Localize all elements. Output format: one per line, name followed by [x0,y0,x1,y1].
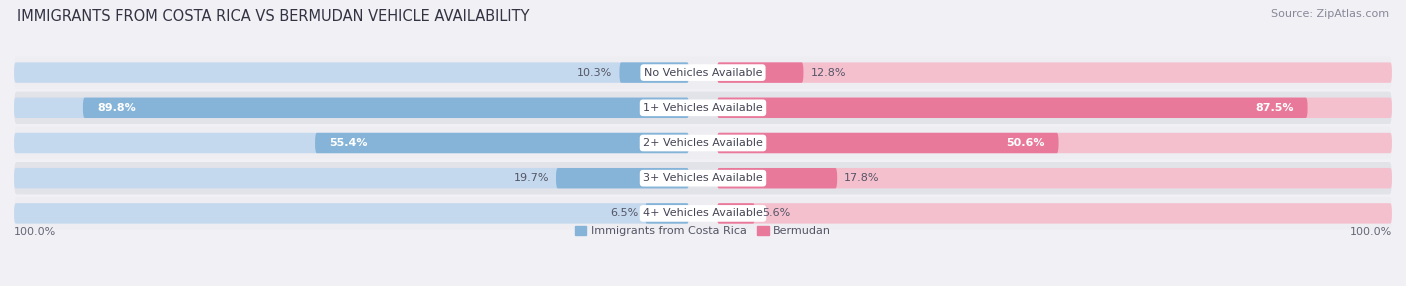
FancyBboxPatch shape [717,133,1059,153]
FancyBboxPatch shape [717,133,1392,153]
FancyBboxPatch shape [717,203,1392,224]
FancyBboxPatch shape [620,62,689,83]
Text: 55.4%: 55.4% [329,138,367,148]
FancyBboxPatch shape [14,203,689,224]
Text: 4+ Vehicles Available: 4+ Vehicles Available [643,208,763,219]
FancyBboxPatch shape [717,98,1308,118]
Text: 100.0%: 100.0% [1350,227,1392,237]
Legend: Immigrants from Costa Rica, Bermudan: Immigrants from Costa Rica, Bermudan [575,226,831,236]
FancyBboxPatch shape [717,168,837,188]
FancyBboxPatch shape [717,203,755,224]
FancyBboxPatch shape [14,197,1392,230]
FancyBboxPatch shape [717,98,1392,118]
Text: 17.8%: 17.8% [844,173,880,183]
FancyBboxPatch shape [14,92,1392,124]
FancyBboxPatch shape [717,62,1392,83]
FancyBboxPatch shape [14,98,689,118]
Text: 3+ Vehicles Available: 3+ Vehicles Available [643,173,763,183]
Text: No Vehicles Available: No Vehicles Available [644,67,762,78]
Text: 6.5%: 6.5% [610,208,638,219]
FancyBboxPatch shape [555,168,689,188]
Text: 2+ Vehicles Available: 2+ Vehicles Available [643,138,763,148]
Text: 5.6%: 5.6% [762,208,790,219]
Text: 87.5%: 87.5% [1256,103,1294,113]
Text: 12.8%: 12.8% [810,67,846,78]
FancyBboxPatch shape [315,133,689,153]
FancyBboxPatch shape [645,203,689,224]
FancyBboxPatch shape [14,56,1392,89]
Text: 89.8%: 89.8% [97,103,136,113]
FancyBboxPatch shape [14,62,689,83]
FancyBboxPatch shape [14,162,1392,194]
Text: 1+ Vehicles Available: 1+ Vehicles Available [643,103,763,113]
FancyBboxPatch shape [717,62,803,83]
Text: 100.0%: 100.0% [14,227,56,237]
FancyBboxPatch shape [14,133,689,153]
FancyBboxPatch shape [14,127,1392,159]
FancyBboxPatch shape [14,168,689,188]
FancyBboxPatch shape [717,168,1392,188]
Text: IMMIGRANTS FROM COSTA RICA VS BERMUDAN VEHICLE AVAILABILITY: IMMIGRANTS FROM COSTA RICA VS BERMUDAN V… [17,9,530,23]
FancyBboxPatch shape [83,98,689,118]
Text: Source: ZipAtlas.com: Source: ZipAtlas.com [1271,9,1389,19]
Text: 19.7%: 19.7% [513,173,548,183]
Text: 50.6%: 50.6% [1005,138,1045,148]
Text: 10.3%: 10.3% [576,67,613,78]
